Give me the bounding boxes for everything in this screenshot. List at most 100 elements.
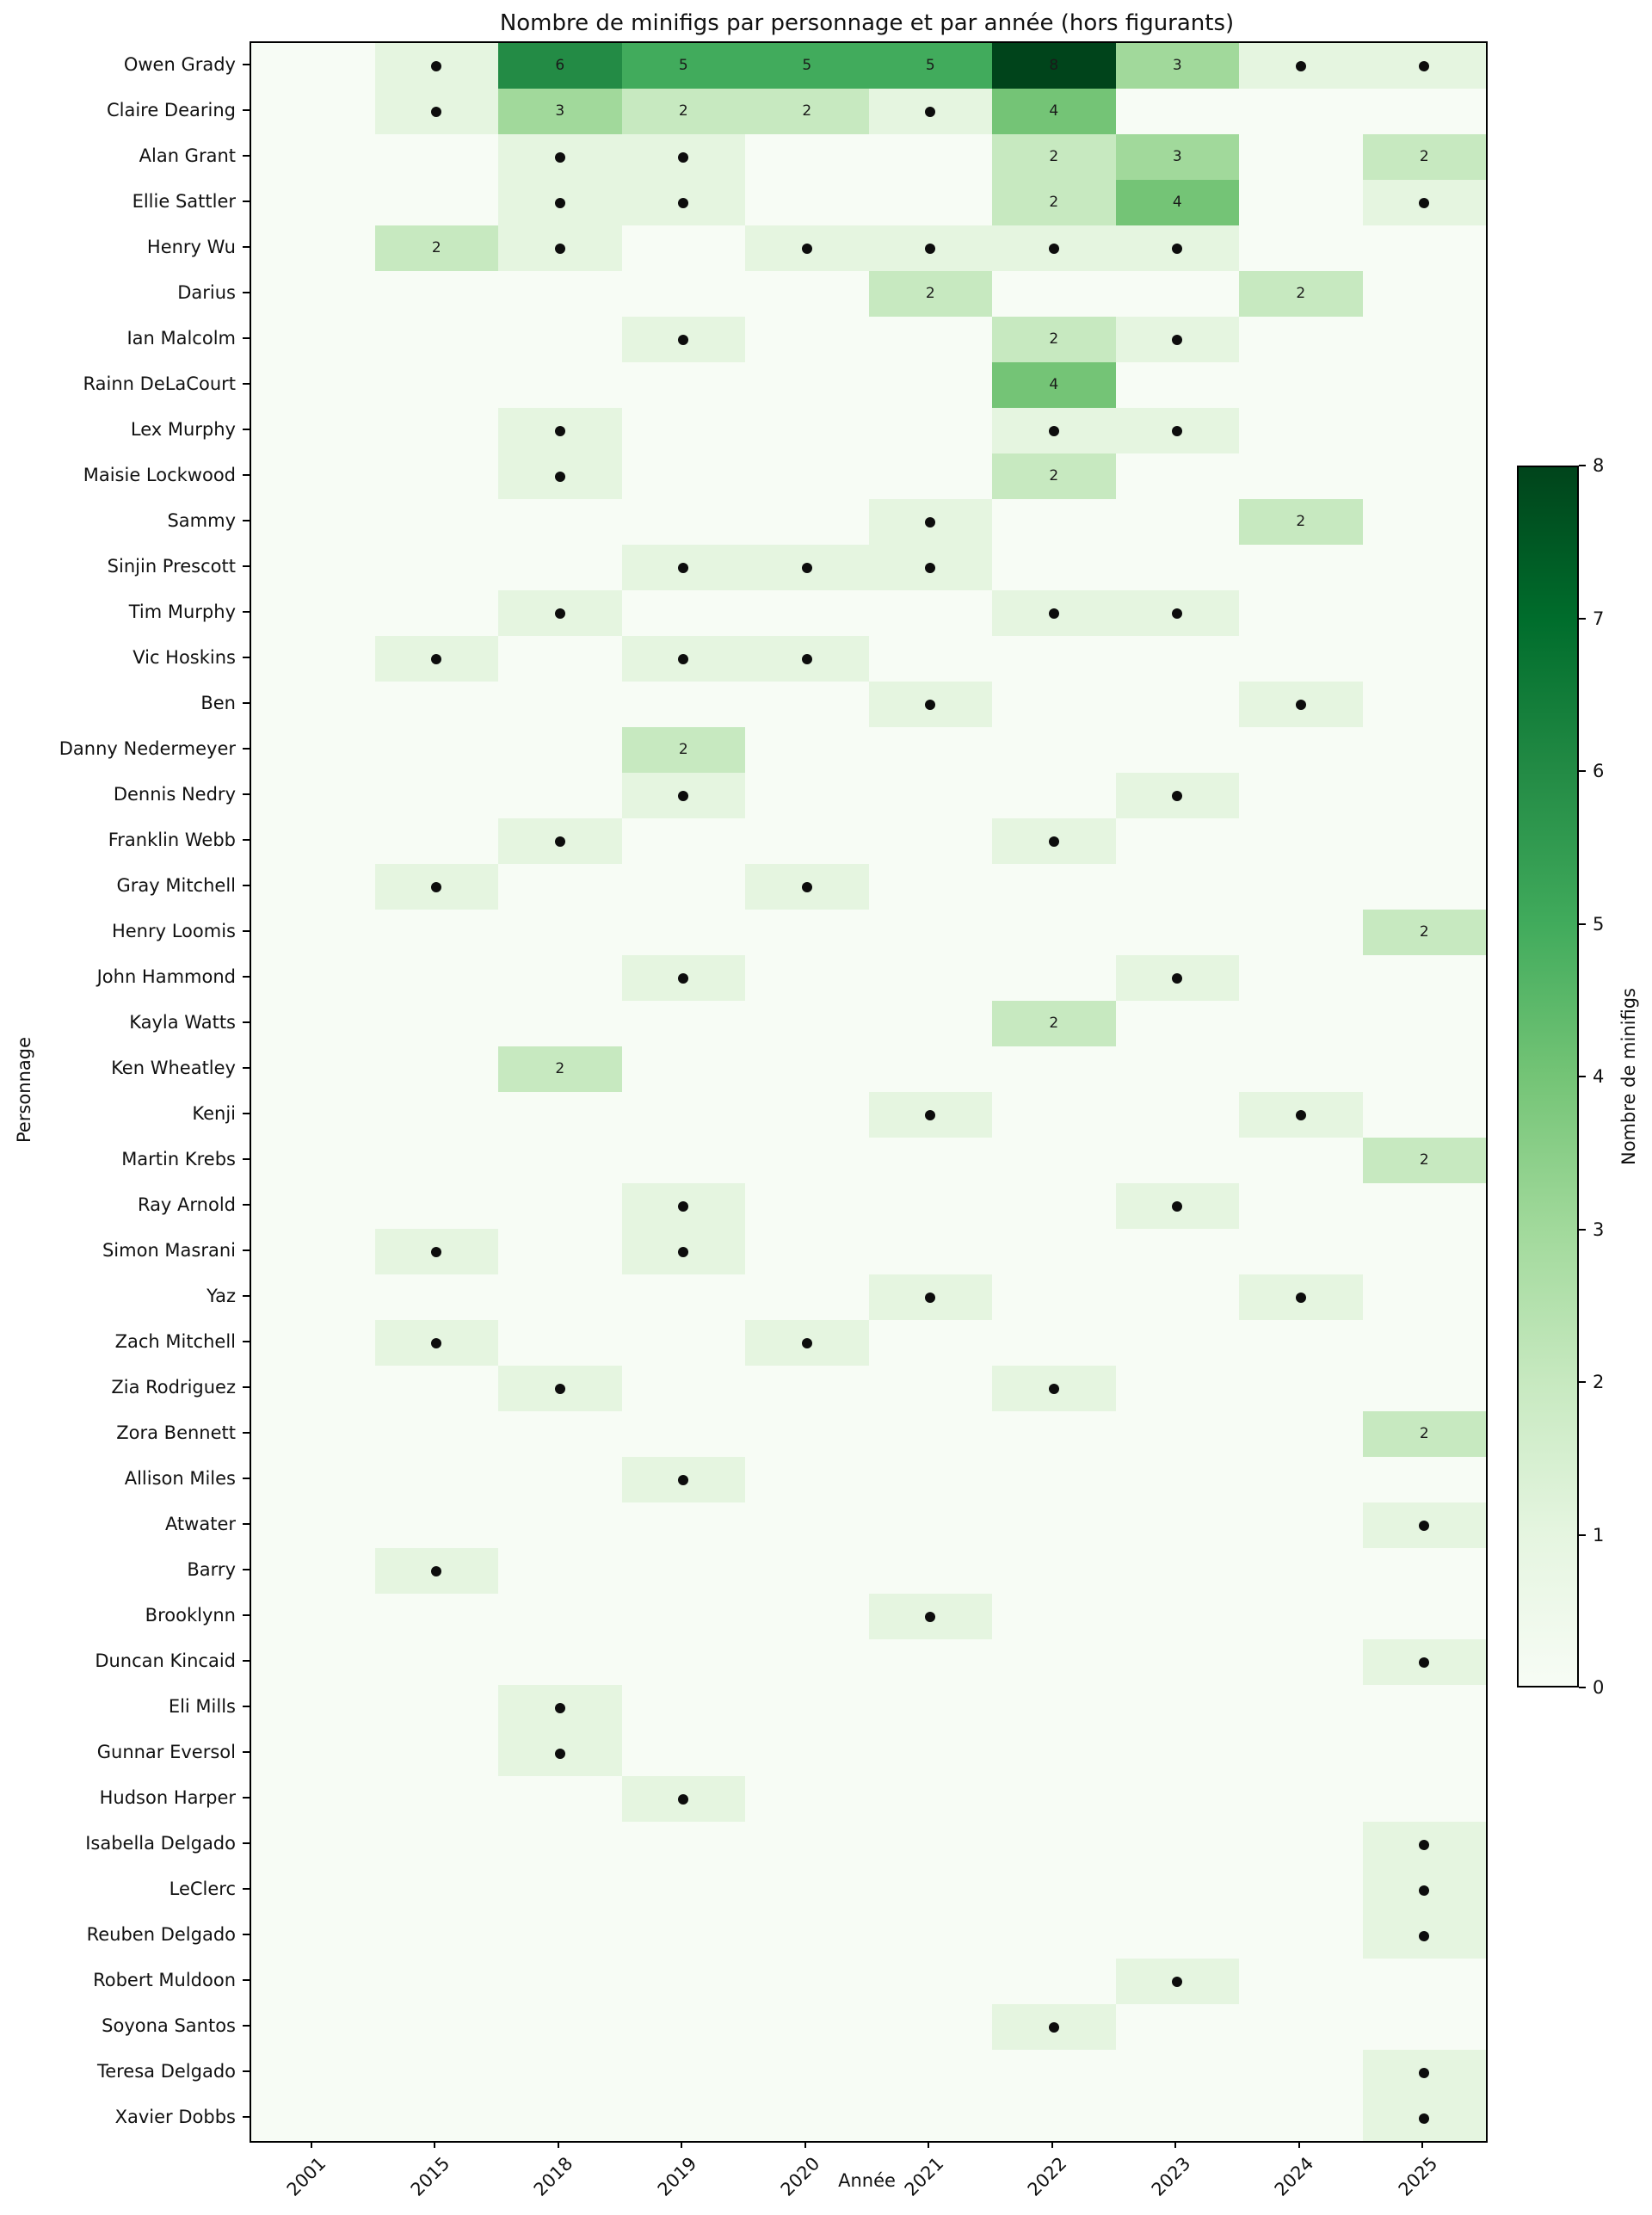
heatmap-cell <box>745 864 869 910</box>
heatmap-cell <box>1362 545 1486 590</box>
value-dot <box>554 1748 565 1759</box>
x-tick <box>434 2141 436 2148</box>
y-tick-label: Ian Malcolm <box>126 327 236 349</box>
heatmap-cell <box>868 773 992 818</box>
heatmap-cell: 2 <box>992 134 1116 180</box>
value-label: 2 <box>1419 1425 1429 1442</box>
heatmap-cell <box>1362 1959 1486 2004</box>
heatmap-cell <box>1115 1274 1239 1320</box>
colorbar-tick-label: 7 <box>1593 608 1605 629</box>
value-dot <box>925 562 936 573</box>
y-tick-label: LeClerc <box>169 1878 236 1899</box>
heatmap-cell <box>251 271 375 317</box>
heatmap-cell <box>374 1685 498 1731</box>
heatmap-cell <box>1239 2095 1363 2141</box>
heatmap-cell <box>1115 1731 1239 1776</box>
heatmap-cell <box>251 590 375 636</box>
y-tick <box>243 1294 250 1297</box>
y-tick <box>243 291 250 293</box>
heatmap-cell <box>251 43 375 89</box>
heatmap-cell <box>374 1274 498 1320</box>
colorbar-tick-label: 3 <box>1593 1219 1605 1240</box>
heatmap-cell <box>374 1411 498 1457</box>
heatmap-cell <box>374 818 498 864</box>
heatmap-cell <box>374 1229 498 1274</box>
heatmap-cell <box>374 1867 498 1913</box>
value-dot <box>1419 1885 1430 1896</box>
value-dot <box>678 790 689 801</box>
y-tick <box>243 1157 250 1160</box>
heatmap-cell <box>374 1776 498 1822</box>
heatmap-cell <box>1362 362 1486 408</box>
heatmap-cell: 2 <box>1239 271 1363 317</box>
colorbar-tick <box>1579 922 1586 925</box>
value-label: 2 <box>1296 285 1306 302</box>
y-tick <box>243 838 250 841</box>
heatmap-cell <box>745 1411 869 1457</box>
y-tick-label: Simon Masrani <box>102 1239 236 1261</box>
heatmap-cell <box>745 1502 869 1548</box>
value-dot <box>925 1109 936 1120</box>
heatmap-cell <box>1362 1457 1486 1502</box>
heatmap-cell <box>621 225 745 271</box>
heatmap-cell: 6 <box>498 43 622 89</box>
heatmap-cell <box>621 2050 745 2095</box>
heatmap-cell <box>621 590 745 636</box>
heatmap-cell <box>1239 545 1363 590</box>
y-tick-label: Ellie Sattler <box>132 190 236 212</box>
heatmap-cell <box>1115 1639 1239 1685</box>
heatmap-cell <box>745 955 869 1001</box>
heatmap-cell <box>621 1502 745 1548</box>
value-dot <box>1172 790 1183 801</box>
heatmap-cell <box>745 1685 869 1731</box>
y-tick-label: Xavier Dobbs <box>114 2106 236 2127</box>
heatmap-cell <box>745 2050 869 2095</box>
value-label: 2 <box>1049 467 1059 484</box>
value-dot <box>801 243 812 254</box>
heatmap-cell: 4 <box>992 362 1116 408</box>
heatmap-cell <box>498 1183 622 1229</box>
heatmap-cell <box>251 1046 375 1092</box>
heatmap-cell <box>1362 271 1486 317</box>
heatmap-cell <box>1239 1776 1363 1822</box>
heatmap-cell <box>868 1959 992 2004</box>
x-tick <box>1298 2141 1300 2148</box>
heatmap-cell <box>1239 1138 1363 1183</box>
y-tick <box>243 1340 250 1342</box>
heatmap-cell: 2 <box>1239 499 1363 545</box>
heatmap-cell <box>621 1274 745 1320</box>
heatmap-cell <box>1115 1229 1239 1274</box>
heatmap-cell <box>251 1320 375 1366</box>
heatmap-cell <box>498 317 622 362</box>
value-dot <box>1048 836 1059 847</box>
y-tick-label: Eli Mills <box>168 1695 236 1717</box>
heatmap-cell <box>498 818 622 864</box>
heatmap-cell <box>621 1913 745 1959</box>
value-dot <box>1295 1292 1306 1303</box>
value-label: 3 <box>1172 148 1182 165</box>
heatmap-cell <box>868 1731 992 1776</box>
heatmap-cell <box>1115 1959 1239 2004</box>
heatmap-cell <box>1362 1320 1486 1366</box>
heatmap-cell <box>251 1502 375 1548</box>
heatmap-cell <box>1115 2004 1239 2050</box>
heatmap-cell <box>992 818 1116 864</box>
heatmap-cell <box>498 1913 622 1959</box>
y-tick <box>243 519 250 521</box>
heatmap-cell <box>745 2095 869 2141</box>
heatmap-cell <box>1239 2050 1363 2095</box>
value-dot <box>678 1246 689 1257</box>
heatmap-cell <box>992 2050 1116 2095</box>
heatmap-cell <box>992 682 1116 727</box>
heatmap-cell <box>374 590 498 636</box>
x-tick <box>1421 2141 1424 2148</box>
heatmap-cell <box>1115 1046 1239 1092</box>
x-tick <box>804 2141 806 2148</box>
value-dot <box>554 151 565 163</box>
heatmap-cell: 2 <box>992 1001 1116 1046</box>
heatmap-cell <box>1239 408 1363 453</box>
heatmap-cell <box>251 1183 375 1229</box>
heatmap-cell <box>498 1731 622 1776</box>
heatmap-cell <box>745 1548 869 1594</box>
heatmap-cell <box>1115 636 1239 682</box>
